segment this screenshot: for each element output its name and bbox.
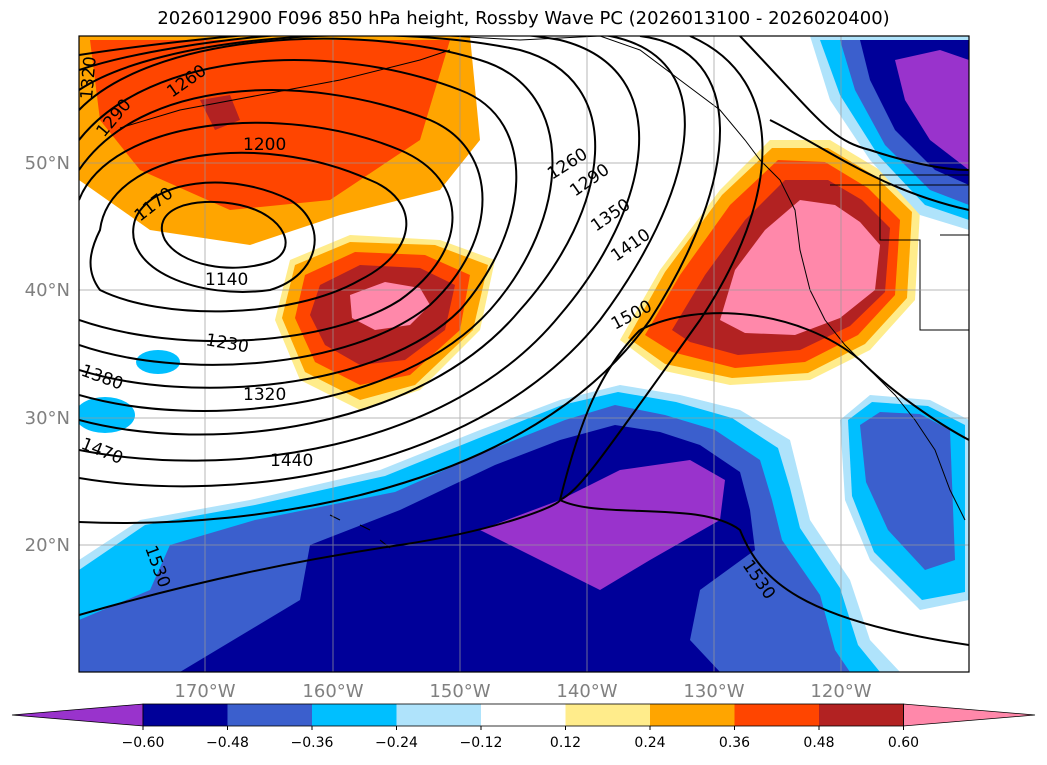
colorbar-tick-label: −0.24 [375, 735, 418, 751]
anomaly-shading [79, 36, 969, 672]
lat-label-20n: 20°N [25, 535, 70, 556]
colorbar-tick-label: −0.12 [460, 735, 503, 751]
colorbar-tick-label: 0.24 [634, 735, 665, 751]
lon-label-170w: 170°W [174, 681, 235, 702]
colorbar-swatch [143, 704, 228, 726]
map-title: 2026012900 F096 850 hPa height, Rossby W… [157, 8, 890, 29]
colorbar-extend-high [903, 703, 1036, 727]
colorbar-swatch [481, 704, 566, 726]
contour-label: 1320 [77, 56, 101, 101]
colorbar-swatch [819, 704, 904, 726]
height-contours [79, 36, 969, 646]
colorbar-tick-label: −0.48 [206, 735, 249, 751]
colorbar-swatch [565, 704, 651, 726]
map-border [78, 35, 970, 673]
colorbar-tick-label: 0.36 [719, 735, 750, 751]
colorbar-extend-low [11, 703, 144, 727]
graticule [79, 36, 969, 672]
colorbar-swatch [312, 704, 397, 726]
lon-label-160w: 160°W [302, 681, 363, 702]
contour-label: 1140 [205, 270, 248, 290]
colorbar-swatch [650, 704, 735, 726]
lon-label-150w: 150°W [429, 681, 490, 702]
contour-label: 1440 [270, 451, 313, 471]
colorbar-tick-label: −0.60 [122, 735, 165, 751]
colorbar-swatch [227, 704, 313, 726]
lon-label-120w: 120°W [810, 681, 871, 702]
lon-label-130w: 130°W [683, 681, 744, 702]
colorbar-tick-label: −0.36 [291, 735, 334, 751]
colorbar: −0.60 −0.48 −0.36 −0.24 −0.12 0.12 0.24 0.36 0.4… [11, 703, 1036, 751]
lat-label-50n: 50°N [25, 153, 70, 174]
lat-label-40n: 40°N [25, 280, 70, 301]
contour-label: 1320 [243, 385, 286, 405]
map-panel: 1320 1260 1290 1200 1170 1140 1230 1320 … [77, 36, 969, 672]
colorbar-tick-label: 0.60 [888, 735, 919, 751]
lon-label-140w: 140°W [556, 681, 617, 702]
contour-label: 1200 [243, 135, 286, 155]
longitude-labels: 170°W 160°W 150°W 140°W 130°W 120°W [174, 681, 871, 702]
coastlines [119, 36, 969, 549]
colorbar-outline [142, 703, 904, 727]
colorbar-tick-label: 0.48 [803, 735, 834, 751]
colorbar-swatch [734, 704, 820, 726]
colorbar-tick-label: 0.12 [550, 735, 581, 751]
lat-label-30n: 30°N [25, 408, 70, 429]
latitude-labels: 50°N 40°N 30°N 20°N [25, 153, 70, 556]
colorbar-swatch [396, 704, 482, 726]
